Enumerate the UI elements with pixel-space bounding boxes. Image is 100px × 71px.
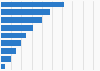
Bar <box>1 9 50 15</box>
Bar <box>1 48 16 54</box>
Bar <box>1 40 21 46</box>
Bar <box>1 2 64 7</box>
Bar <box>1 56 11 62</box>
Bar <box>1 33 26 38</box>
Bar <box>1 17 42 23</box>
Bar <box>1 64 5 69</box>
Bar <box>1 25 33 31</box>
